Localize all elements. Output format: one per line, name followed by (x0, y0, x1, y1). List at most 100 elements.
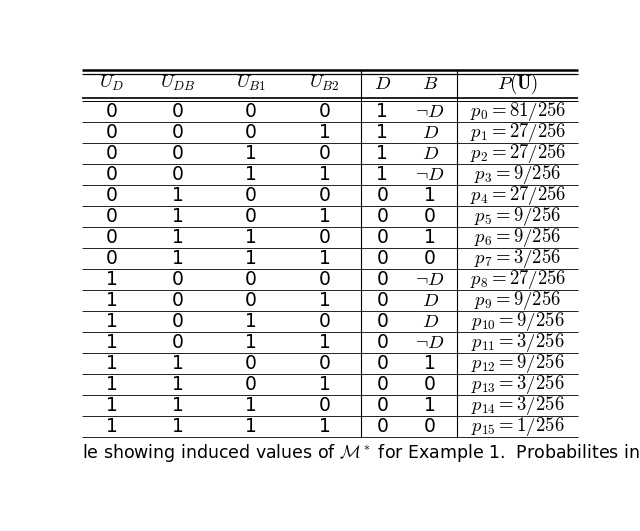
Text: $p_5 = 9/256$: $p_5 = 9/256$ (474, 205, 561, 228)
Text: 0: 0 (376, 228, 388, 247)
Text: $p_{14} = 3/256$: $p_{14} = 3/256$ (471, 395, 564, 417)
Text: 0: 0 (172, 333, 184, 352)
Text: 1: 1 (172, 228, 184, 247)
Text: 0: 0 (376, 249, 388, 268)
Text: 0: 0 (376, 375, 388, 395)
Text: 0: 0 (245, 291, 257, 310)
Text: 1: 1 (245, 312, 257, 331)
Text: $D$: $D$ (422, 144, 439, 162)
Text: 0: 0 (319, 396, 330, 415)
Text: 1: 1 (319, 249, 330, 268)
Text: 1: 1 (106, 270, 118, 289)
Text: le showing induced values of $\mathcal{M}^*$ for Example 1.  Probabilites in: le showing induced values of $\mathcal{M… (83, 442, 640, 464)
Text: 1: 1 (106, 396, 118, 415)
Text: 0: 0 (106, 186, 118, 205)
Text: 0: 0 (424, 375, 436, 395)
Text: 0: 0 (424, 417, 436, 436)
Text: 0: 0 (172, 144, 184, 162)
Text: 0: 0 (376, 186, 388, 205)
Text: $\neg D$: $\neg D$ (415, 270, 445, 289)
Text: 0: 0 (319, 354, 330, 373)
Text: 1: 1 (245, 333, 257, 352)
Text: 1: 1 (172, 396, 184, 415)
Text: 0: 0 (106, 249, 118, 268)
Text: $p_{15} = 1/256$: $p_{15} = 1/256$ (471, 415, 564, 439)
Text: 0: 0 (245, 354, 257, 373)
Text: 0: 0 (376, 396, 388, 415)
Text: $D$: $D$ (422, 291, 439, 310)
Text: 1: 1 (376, 123, 388, 142)
Text: 0: 0 (245, 101, 257, 121)
Text: 0: 0 (106, 123, 118, 142)
Text: 1: 1 (245, 165, 257, 184)
Text: 1: 1 (106, 312, 118, 331)
Text: $\neg D$: $\neg D$ (415, 101, 445, 121)
Text: 1: 1 (106, 291, 118, 310)
Text: 0: 0 (376, 354, 388, 373)
Text: 0: 0 (319, 228, 330, 247)
Text: 0: 0 (424, 207, 436, 226)
Text: 1: 1 (245, 144, 257, 162)
Text: 1: 1 (245, 417, 257, 436)
Text: 0: 0 (319, 270, 330, 289)
Text: 1: 1 (245, 249, 257, 268)
Text: $p_{12} = 9/256$: $p_{12} = 9/256$ (471, 352, 564, 375)
Text: $U_D$: $U_D$ (99, 74, 124, 93)
Text: $p_8 = 27/256$: $p_8 = 27/256$ (470, 268, 566, 291)
Text: 1: 1 (106, 417, 118, 436)
Text: $D$: $D$ (422, 312, 439, 331)
Text: $U_{B2}$: $U_{B2}$ (309, 74, 340, 93)
Text: 0: 0 (424, 249, 436, 268)
Text: 0: 0 (245, 375, 257, 395)
Text: 0: 0 (106, 207, 118, 226)
Text: 1: 1 (319, 123, 330, 142)
Text: 0: 0 (245, 270, 257, 289)
Text: 1: 1 (319, 291, 330, 310)
Text: 0: 0 (376, 312, 388, 331)
Text: $p_2 = 27/256$: $p_2 = 27/256$ (470, 142, 566, 165)
Text: 0: 0 (319, 101, 330, 121)
Text: 0: 0 (172, 312, 184, 331)
Text: 0: 0 (245, 186, 257, 205)
Text: 0: 0 (172, 270, 184, 289)
Text: $\neg D$: $\neg D$ (415, 333, 445, 352)
Text: 1: 1 (172, 186, 184, 205)
Text: $U_{B1}$: $U_{B1}$ (236, 74, 266, 93)
Text: $p_4 = 27/256$: $p_4 = 27/256$ (470, 184, 566, 207)
Text: 0: 0 (172, 101, 184, 121)
Text: $p_6 = 9/256$: $p_6 = 9/256$ (474, 226, 561, 249)
Text: 1: 1 (376, 165, 388, 184)
Text: 1: 1 (106, 333, 118, 352)
Text: 0: 0 (245, 207, 257, 226)
Text: $p_1 = 27/256$: $p_1 = 27/256$ (470, 121, 566, 143)
Text: 1: 1 (172, 249, 184, 268)
Text: 1: 1 (319, 207, 330, 226)
Text: 0: 0 (106, 101, 118, 121)
Text: 1: 1 (424, 186, 436, 205)
Text: 0: 0 (376, 270, 388, 289)
Text: 1: 1 (319, 333, 330, 352)
Text: $p_{10} = 9/256$: $p_{10} = 9/256$ (471, 310, 564, 333)
Text: 1: 1 (424, 354, 436, 373)
Text: 1: 1 (376, 144, 388, 162)
Text: 0: 0 (319, 144, 330, 162)
Text: 1: 1 (319, 165, 330, 184)
Text: $B$: $B$ (422, 74, 438, 93)
Text: 0: 0 (172, 123, 184, 142)
Text: $\neg D$: $\neg D$ (415, 165, 445, 184)
Text: 1: 1 (424, 396, 436, 415)
Text: $D$: $D$ (374, 74, 391, 93)
Text: 1: 1 (172, 417, 184, 436)
Text: 0: 0 (106, 228, 118, 247)
Text: $P(\mathbf{U})$: $P(\mathbf{U})$ (497, 72, 538, 96)
Text: 0: 0 (319, 312, 330, 331)
Text: 0: 0 (172, 165, 184, 184)
Text: 0: 0 (376, 291, 388, 310)
Text: 0: 0 (172, 291, 184, 310)
Text: $p_9 = 9/256$: $p_9 = 9/256$ (474, 289, 561, 312)
Text: 1: 1 (172, 354, 184, 373)
Text: 1: 1 (172, 375, 184, 395)
Text: 0: 0 (106, 144, 118, 162)
Text: 1: 1 (106, 375, 118, 395)
Text: $U_{DB}$: $U_{DB}$ (160, 74, 195, 93)
